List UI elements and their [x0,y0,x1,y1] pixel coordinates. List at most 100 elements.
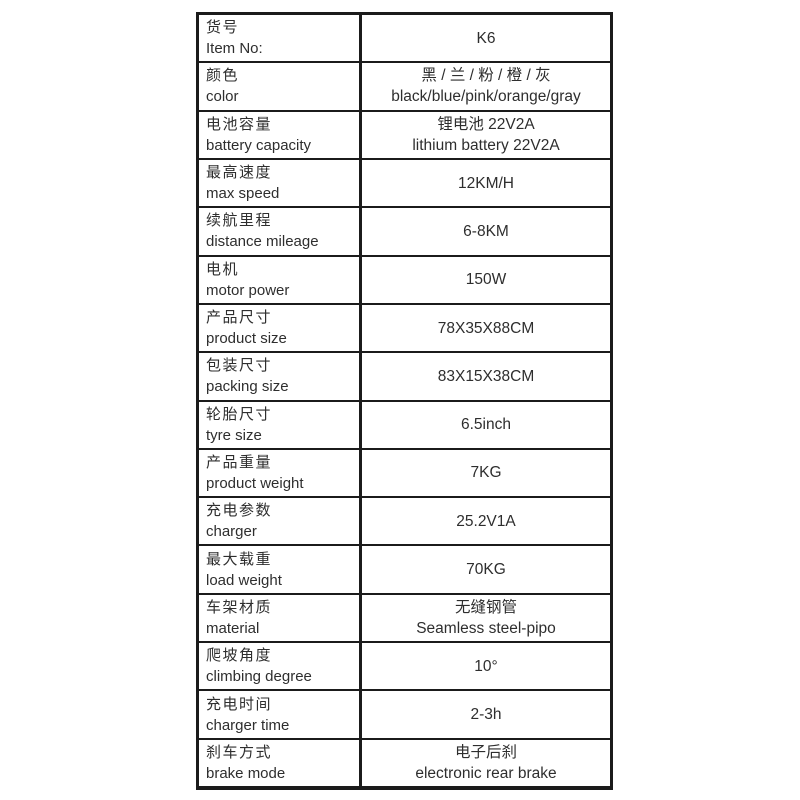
spec-label-zh: 电池容量 [206,115,273,133]
spec-label-en: product size [206,330,287,348]
spec-label-cell: 轮胎尺寸 tyre size [199,401,362,448]
spec-value-cell: 78X35X88CM [362,305,610,351]
spec-label-zh: 电机 [206,260,240,278]
spec-label-cell: 产品尺寸 product size [199,304,362,352]
spec-label-cell: 产品重量 product weight [199,449,362,497]
spec-row: 充电时间 charger time 2-3h [199,689,610,738]
spec-label-en: charger [206,523,257,541]
spec-row: 电池容量 battery capacity 锂电池 22V2A lithium b… [199,109,610,158]
spec-label-en: color [206,88,239,106]
spec-row: 产品尺寸 product size 78X35X88CM [199,302,610,352]
spec-value-line: 锂电池 22V2A [437,115,535,133]
spec-label-en: charger time [206,716,290,734]
spec-value-line: 83X15X38CM [437,367,535,385]
spec-value-line: 黑 / 兰 / 粉 / 橙 / 灰 [421,67,551,85]
spec-label-en: packing size [206,378,289,396]
spec-value-cell: 12KM/H [362,160,610,206]
spec-value-cell: 150W [362,257,610,303]
spec-value-line: 150W [465,271,507,289]
spec-value-cell: 2-3h [362,691,610,737]
spec-label-cell: 包装尺寸 packing size [199,353,362,400]
spec-label-en: motor power [206,281,290,299]
spec-value-line: 2-3h [470,706,502,724]
spec-value-cell: 83X15X38CM [362,353,610,399]
spec-label-zh: 包装尺寸 [206,357,273,375]
spec-row: 续航里程 distance mileage 6-8KM [199,206,610,255]
spec-label-zh: 最高速度 [206,164,273,182]
spec-value-line: Seamless steel-pipo [416,619,556,637]
spec-value-cell: 6-8KM [362,208,610,254]
spec-value-line: 70KG [466,561,506,579]
spec-value-line: 6-8KM [463,222,509,240]
spec-value-line: 电子后刹 [454,743,517,761]
spec-label-cell: 电机 motor power [199,256,362,303]
spec-label-cell: 最大载重 load weight [199,546,362,593]
spec-label-zh: 充电时间 [206,695,273,713]
spec-label-cell: 刹车方式 brake mode [199,739,362,786]
spec-label-zh: 刹车方式 [206,743,273,761]
spec-label-cell: 车架材质 material [199,594,362,642]
spec-value-cell: 电子后刹 electronic rear brake [362,740,610,786]
spec-row: 颜色 color 黑 / 兰 / 粉 / 橙 / 灰 black/blue/pin… [199,61,610,110]
spec-label-zh: 货号 [206,19,240,37]
spec-value-cell: 无缝钢管 Seamless steel-pipo [362,595,610,641]
spec-label-zh: 充电参数 [206,502,273,520]
spec-label-zh: 车架材质 [206,598,273,616]
spec-value-cell: K6 [362,15,610,61]
spec-value-cell: 黑 / 兰 / 粉 / 橙 / 灰 black/blue/pink/orange/… [362,63,610,109]
spec-label-cell: 最高速度 max speed [199,159,362,207]
spec-label-cell: 充电时间 charger time [199,691,362,738]
spec-label-en: brake mode [206,764,286,782]
spec-label-en: material [206,619,260,637]
spec-label-cell: 续航里程 distance mileage [199,208,362,255]
spec-row: 刹车方式 brake mode 电子后刹 electronic rear brak… [199,737,610,786]
spec-value-line: 10° [474,657,498,675]
spec-value-line: 25.2V1A [456,512,516,530]
spec-row: 爬坡角度 climbing degree 10° [199,641,610,690]
spec-value-line: 6.5inch [461,416,511,434]
spec-label-cell: 爬坡角度 climbing degree [199,643,362,690]
spec-row: 车架材质 material 无缝钢管 Seamless steel-pipo [199,592,610,642]
spec-value-line: 无缝钢管 [454,598,517,616]
spec-label-cell: 颜色 color [199,63,362,110]
spec-label-cell: 电池容量 battery capacity [199,111,362,158]
spec-label-zh: 产品尺寸 [206,309,273,327]
spec-value-line: electronic rear brake [415,764,557,782]
spec-label-en: tyre size [206,426,262,444]
spec-row: 最大载重 load weight 70KG [199,544,610,593]
spec-row: 充电参数 charger 25.2V1A [199,496,610,545]
spec-value-line: 7KG [470,464,502,482]
spec-value-line: black/blue/pink/orange/gray [391,88,581,106]
spec-label-cell: 货号 Item No: [199,15,362,62]
spec-value-line: 78X35X88CM [437,319,535,337]
spec-row: 电机 motor power 150W [199,254,610,303]
spec-label-zh: 爬坡角度 [206,647,273,665]
spec-label-en: load weight [206,571,282,589]
spec-label-zh: 最大载重 [206,550,273,568]
spec-label-en: Item No: [206,40,263,58]
spec-label-en: battery capacity [206,136,312,154]
spec-row: 轮胎尺寸 tyre size 6.5inch [199,399,610,448]
spec-label-en: climbing degree [206,668,312,686]
spec-label-en: max speed [206,185,280,203]
spec-value-line: lithium battery 22V2A [412,136,560,154]
spec-row: 货号 Item No: K6 [199,15,610,62]
spec-value-cell: 25.2V1A [362,498,610,544]
spec-value-cell: 70KG [362,546,610,592]
spec-row: 产品重量 product weight 7KG [199,447,610,497]
spec-label-en: product weight [206,474,304,492]
spec-value-line: K6 [476,29,496,47]
spec-value-cell: 10° [362,643,610,689]
spec-label-cell: 充电参数 charger [199,498,362,545]
spec-table: 货号 Item No: K6 颜色 color 黑 / 兰 / 粉 / 橙 / … [196,12,613,790]
spec-label-zh: 轮胎尺寸 [206,405,273,423]
spec-value-line: 12KM/H [458,174,514,192]
spec-row: 包装尺寸 packing size 83X15X38CM [199,351,610,400]
spec-value-cell: 7KG [362,450,610,496]
spec-label-zh: 产品重量 [206,453,273,471]
spec-row: 最高速度 max speed 12KM/H [199,157,610,207]
spec-value-cell: 6.5inch [362,402,610,448]
spec-label-zh: 续航里程 [206,212,273,230]
spec-label-zh: 颜色 [206,67,240,85]
spec-label-en: distance mileage [206,233,319,251]
